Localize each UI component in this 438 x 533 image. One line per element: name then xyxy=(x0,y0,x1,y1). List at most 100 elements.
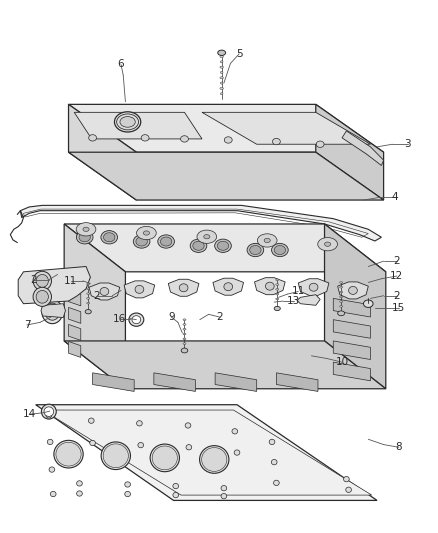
Ellipse shape xyxy=(275,279,278,280)
Ellipse shape xyxy=(86,293,89,294)
Ellipse shape xyxy=(339,291,342,293)
Ellipse shape xyxy=(339,305,342,307)
Ellipse shape xyxy=(317,238,337,251)
Ellipse shape xyxy=(274,246,285,255)
Ellipse shape xyxy=(181,348,187,353)
Ellipse shape xyxy=(33,271,51,290)
Ellipse shape xyxy=(86,302,89,304)
Ellipse shape xyxy=(190,239,206,253)
Polygon shape xyxy=(153,373,195,391)
Ellipse shape xyxy=(247,244,263,257)
Text: 10: 10 xyxy=(335,357,348,367)
Text: 2: 2 xyxy=(392,256,399,266)
Polygon shape xyxy=(68,104,383,152)
Ellipse shape xyxy=(249,246,261,255)
Text: 2: 2 xyxy=(93,290,100,301)
Ellipse shape xyxy=(86,283,89,285)
Ellipse shape xyxy=(345,487,351,492)
Polygon shape xyxy=(332,320,370,338)
Polygon shape xyxy=(332,362,370,381)
Polygon shape xyxy=(68,308,81,324)
Ellipse shape xyxy=(220,82,223,84)
Ellipse shape xyxy=(36,290,48,303)
Text: 5: 5 xyxy=(235,49,242,59)
Ellipse shape xyxy=(179,284,187,292)
Ellipse shape xyxy=(220,71,223,74)
Text: 7: 7 xyxy=(24,320,30,330)
Ellipse shape xyxy=(183,343,186,344)
Ellipse shape xyxy=(173,492,178,498)
Ellipse shape xyxy=(220,486,226,491)
Ellipse shape xyxy=(201,448,226,471)
Text: 13: 13 xyxy=(286,296,300,306)
Polygon shape xyxy=(41,304,65,318)
Ellipse shape xyxy=(54,440,83,468)
Ellipse shape xyxy=(183,333,186,335)
Ellipse shape xyxy=(160,237,171,246)
Ellipse shape xyxy=(50,491,56,497)
Ellipse shape xyxy=(135,285,144,293)
Ellipse shape xyxy=(44,407,53,416)
Ellipse shape xyxy=(192,241,204,251)
Ellipse shape xyxy=(197,230,216,244)
Polygon shape xyxy=(201,112,370,144)
Ellipse shape xyxy=(77,481,82,486)
Ellipse shape xyxy=(89,440,95,446)
Ellipse shape xyxy=(86,297,89,299)
Polygon shape xyxy=(315,104,383,200)
Ellipse shape xyxy=(231,429,237,434)
Ellipse shape xyxy=(219,87,223,90)
Ellipse shape xyxy=(339,301,342,302)
Ellipse shape xyxy=(223,282,232,290)
Ellipse shape xyxy=(173,483,178,489)
Ellipse shape xyxy=(272,139,280,145)
Polygon shape xyxy=(68,290,81,306)
Ellipse shape xyxy=(271,459,276,465)
Ellipse shape xyxy=(343,477,349,482)
Polygon shape xyxy=(276,373,317,391)
Polygon shape xyxy=(89,283,120,300)
Text: 2: 2 xyxy=(215,312,223,322)
Ellipse shape xyxy=(265,282,274,290)
Ellipse shape xyxy=(141,135,149,141)
Ellipse shape xyxy=(101,442,130,470)
Polygon shape xyxy=(64,341,385,389)
Ellipse shape xyxy=(363,300,372,308)
Polygon shape xyxy=(64,224,385,272)
Ellipse shape xyxy=(219,55,223,58)
Polygon shape xyxy=(41,286,65,300)
Ellipse shape xyxy=(114,112,141,132)
Ellipse shape xyxy=(219,66,223,68)
Ellipse shape xyxy=(220,93,223,95)
Ellipse shape xyxy=(133,235,150,248)
Text: 11: 11 xyxy=(291,286,304,296)
Polygon shape xyxy=(332,298,370,317)
Ellipse shape xyxy=(268,439,274,445)
Polygon shape xyxy=(297,279,328,296)
Text: 2: 2 xyxy=(392,290,399,301)
Ellipse shape xyxy=(56,442,81,466)
Polygon shape xyxy=(341,131,383,165)
Ellipse shape xyxy=(273,480,279,486)
Ellipse shape xyxy=(42,279,63,303)
Ellipse shape xyxy=(138,442,143,448)
Text: 15: 15 xyxy=(392,303,405,313)
Ellipse shape xyxy=(183,338,186,340)
Ellipse shape xyxy=(217,50,225,55)
Ellipse shape xyxy=(45,283,60,300)
Ellipse shape xyxy=(46,413,52,418)
Ellipse shape xyxy=(132,316,141,324)
Ellipse shape xyxy=(88,418,94,423)
Ellipse shape xyxy=(315,141,323,148)
Ellipse shape xyxy=(152,446,177,470)
Ellipse shape xyxy=(33,287,51,306)
Text: 2: 2 xyxy=(30,275,37,285)
Polygon shape xyxy=(124,281,154,298)
Ellipse shape xyxy=(275,288,278,290)
Ellipse shape xyxy=(120,117,135,127)
Ellipse shape xyxy=(183,319,186,320)
Ellipse shape xyxy=(185,423,191,428)
Ellipse shape xyxy=(275,298,278,300)
Ellipse shape xyxy=(203,235,209,239)
Ellipse shape xyxy=(49,467,55,472)
